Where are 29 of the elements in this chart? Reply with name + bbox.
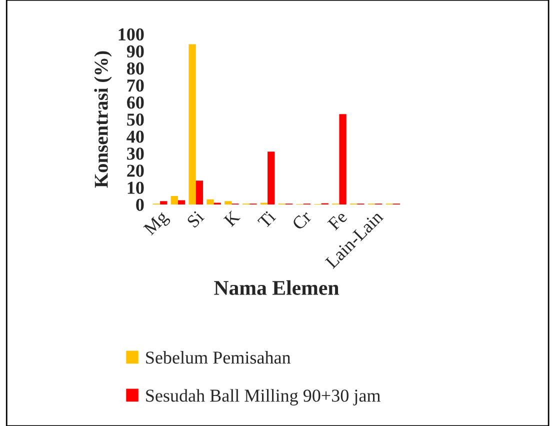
bar (170, 196, 178, 204)
x-tick-label: K (223, 210, 240, 228)
y-tick-label: 80 (126, 62, 144, 75)
y-tick-label: 20 (127, 164, 144, 177)
bar (339, 114, 346, 204)
bar (196, 180, 204, 204)
y-tick-label: 50 (127, 114, 144, 126)
bar (178, 200, 186, 204)
y-tick-label: 100 (118, 28, 144, 41)
bar (206, 199, 214, 204)
bar (224, 201, 232, 204)
x-tick-label: Si (186, 210, 205, 228)
y-tick-label: 40 (126, 130, 144, 143)
y-tick-label: 70 (127, 79, 144, 92)
y-axis-title: Konsentrasi (%) (94, 51, 112, 188)
x-axis-title: Nama Elemen (214, 280, 339, 295)
x-tick-label: Ti (257, 210, 276, 229)
y-tick-label: 30 (127, 148, 144, 160)
bar (160, 201, 168, 204)
x-tick-label: Cr (292, 210, 312, 231)
bar (188, 44, 196, 204)
bar (268, 152, 275, 204)
y-tick-label: 0 (136, 198, 144, 211)
y-tick-label: 10 (128, 182, 144, 194)
x-tick-label: Mg (143, 210, 172, 238)
y-tick-label: 90 (126, 45, 144, 58)
legend-label: Sebelum Pemisahan (146, 351, 291, 364)
legend-label: Sesudah Ball Milling 90+30 jam (146, 389, 380, 406)
y-tick-label: 60 (127, 96, 144, 109)
